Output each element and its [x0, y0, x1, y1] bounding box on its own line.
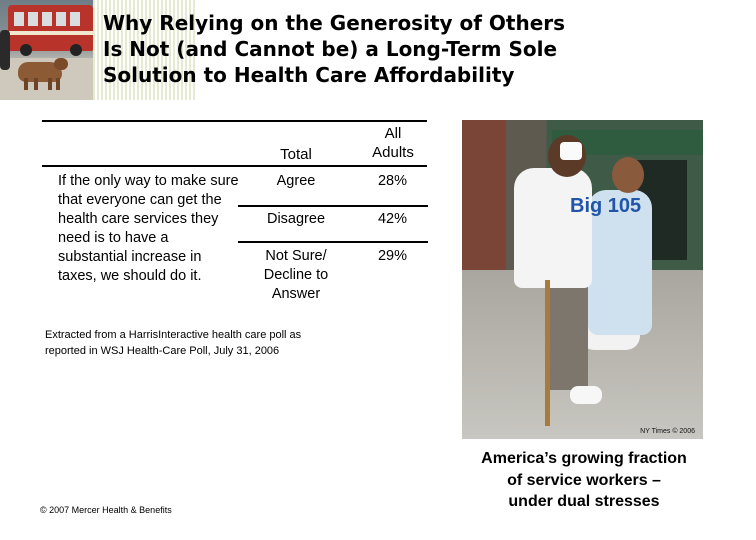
head-bandage	[560, 142, 582, 160]
header-decorative-stripes	[93, 0, 197, 100]
header-divider	[42, 165, 427, 167]
cow-shape	[18, 62, 62, 82]
value-agree: 28%	[377, 173, 408, 189]
value-disagree: 42%	[377, 211, 408, 227]
value-not-sure: 29%	[377, 248, 408, 264]
bus-shape	[8, 5, 93, 51]
table-top-rule	[42, 120, 427, 122]
service-workers-photo: Big 105 NY Times © 2006	[462, 120, 703, 439]
row-divider	[238, 241, 428, 243]
copyright-footer: © 2007 Mercer Health & Benefits	[40, 505, 172, 515]
photo-credit: NY Times © 2006	[640, 428, 695, 435]
option-agree: Agree	[276, 173, 316, 189]
shirt-logo: Big 105	[570, 195, 642, 217]
header-photo-street-scene	[0, 0, 93, 100]
survey-question: If the only way to make sure that everyo…	[58, 173, 239, 284]
poll-table: Total All Adults If the only way to make…	[40, 120, 430, 310]
option-disagree: Disagree	[266, 211, 326, 227]
source-note: Extracted from a HarrisInteractive healt…	[45, 329, 302, 357]
header-total: Total	[280, 146, 312, 163]
option-not-sure: Not Sure/ Decline to Answer	[263, 248, 329, 302]
photo-caption: America’s growing fraction of service wo…	[481, 450, 687, 510]
row-divider	[238, 205, 428, 207]
walking-cane	[545, 280, 550, 426]
slide-title: Why Relying on the Generosity of Others …	[103, 11, 566, 87]
header-all-adults: All Adults	[372, 125, 414, 161]
